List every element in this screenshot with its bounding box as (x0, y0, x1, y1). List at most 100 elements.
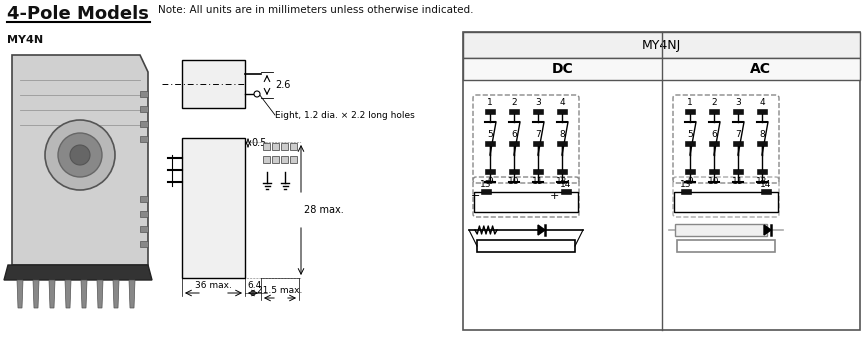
Text: 11: 11 (733, 177, 744, 186)
Text: 7: 7 (735, 130, 741, 139)
Bar (140, 211, 148, 217)
Circle shape (70, 145, 90, 165)
Bar (509, 141, 519, 146)
Text: 0.5: 0.5 (251, 138, 267, 148)
Bar (463, 32, 860, 330)
Bar (140, 136, 148, 142)
Text: 9: 9 (687, 177, 693, 186)
Bar (474, 192, 578, 212)
Bar (140, 196, 148, 202)
Bar (140, 106, 148, 112)
Text: 28 max.: 28 max. (304, 205, 344, 215)
Bar (709, 169, 719, 174)
Text: 9: 9 (487, 177, 493, 186)
Bar (140, 121, 148, 127)
Text: 5: 5 (687, 130, 693, 139)
Bar (509, 109, 519, 114)
Bar (509, 169, 519, 174)
Text: 11: 11 (533, 177, 544, 186)
Bar (140, 91, 148, 97)
Text: 6: 6 (711, 130, 717, 139)
Bar (709, 109, 719, 114)
Text: 2: 2 (511, 98, 517, 107)
Circle shape (58, 133, 102, 177)
Bar (533, 141, 543, 146)
Text: 8: 8 (759, 130, 765, 139)
Bar (463, 58, 860, 80)
Text: 6: 6 (511, 130, 517, 139)
Text: MY4N: MY4N (7, 35, 43, 45)
Bar (757, 169, 767, 174)
Polygon shape (4, 265, 152, 280)
Text: 36 max.: 36 max. (195, 281, 232, 290)
Text: 10: 10 (708, 177, 720, 186)
Text: +: + (550, 191, 559, 201)
Bar (533, 169, 543, 174)
Bar (677, 240, 775, 252)
Bar (557, 141, 567, 146)
Text: 13: 13 (481, 180, 492, 189)
Bar (290, 156, 297, 163)
Bar (290, 143, 297, 150)
Text: 12: 12 (756, 177, 767, 186)
Text: 10: 10 (508, 177, 520, 186)
Circle shape (254, 91, 260, 97)
Bar (182, 138, 245, 278)
Text: 21.5 max.: 21.5 max. (257, 286, 303, 295)
Bar (485, 109, 495, 114)
Bar (557, 169, 567, 174)
Polygon shape (129, 280, 135, 308)
Bar (681, 189, 691, 194)
Bar (533, 109, 543, 114)
Text: 14: 14 (560, 180, 572, 189)
Polygon shape (97, 280, 103, 308)
Bar (685, 169, 695, 174)
Bar (272, 143, 279, 150)
Bar (757, 109, 767, 114)
Text: 2: 2 (711, 98, 717, 107)
Text: 13: 13 (681, 180, 692, 189)
Circle shape (45, 120, 115, 190)
Bar (733, 169, 743, 174)
Text: 1: 1 (687, 98, 693, 107)
Bar (272, 156, 279, 163)
Text: MY4NJ: MY4NJ (642, 39, 682, 51)
Text: 14: 14 (760, 180, 772, 189)
Polygon shape (49, 280, 55, 308)
Polygon shape (17, 280, 23, 308)
Text: AC: AC (750, 62, 772, 76)
Bar (485, 169, 495, 174)
Text: 4: 4 (559, 98, 565, 107)
Text: 6.4: 6.4 (247, 281, 262, 290)
Bar (182, 60, 245, 108)
Text: 7: 7 (535, 130, 541, 139)
Polygon shape (65, 280, 71, 308)
Text: 1: 1 (487, 98, 493, 107)
Bar (761, 189, 771, 194)
Text: 4-Pole Models: 4-Pole Models (7, 5, 149, 23)
Bar (757, 141, 767, 146)
Bar (481, 189, 491, 194)
Text: Eight, 1.2 dia. × 2.2 long holes: Eight, 1.2 dia. × 2.2 long holes (275, 111, 415, 120)
Polygon shape (113, 280, 119, 308)
Text: 4: 4 (759, 98, 765, 107)
Text: 8: 8 (559, 130, 565, 139)
Bar (561, 189, 571, 194)
Bar (263, 143, 270, 150)
Bar (140, 241, 148, 247)
Bar (140, 226, 148, 232)
Text: DC: DC (552, 62, 573, 76)
Polygon shape (538, 225, 545, 235)
Polygon shape (764, 225, 771, 235)
Bar (709, 141, 719, 146)
Bar (685, 109, 695, 114)
Text: 3: 3 (535, 98, 541, 107)
Text: 12: 12 (556, 177, 568, 186)
Polygon shape (81, 280, 87, 308)
Bar (281, 143, 288, 150)
Text: −: − (470, 191, 480, 201)
Bar (263, 156, 270, 163)
Text: 5: 5 (487, 130, 493, 139)
Bar (674, 192, 778, 212)
Bar (733, 109, 743, 114)
